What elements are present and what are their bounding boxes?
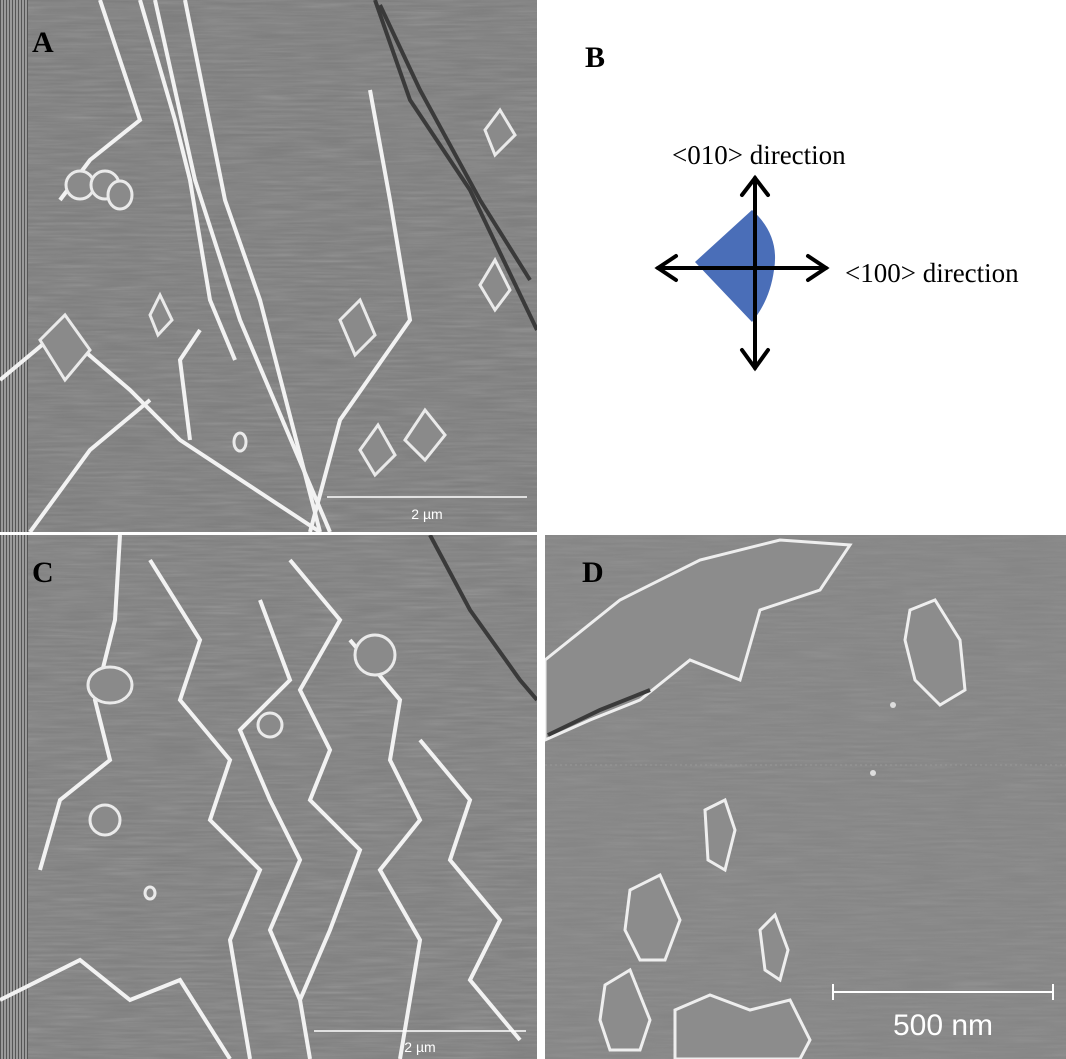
figure: 2 µm A <010> direction <100> direction B — [0, 0, 1066, 1059]
panel-d-image — [545, 535, 1066, 1059]
panel-label: C — [32, 556, 54, 589]
panel-c-image — [0, 535, 537, 1059]
panel-label: A — [32, 26, 54, 59]
scale-bar-label: 2 µm — [411, 506, 442, 522]
direction-label: <010> direction — [672, 140, 846, 170]
scale-bar-label: 2 µm — [404, 1039, 435, 1055]
panel-a-image — [0, 0, 537, 532]
panel-label: B — [585, 41, 605, 74]
direction-diagram: <010> direction <100> direction — [658, 140, 1019, 368]
direction-label: <100> direction — [845, 258, 1019, 288]
scale-bar-label: 500 nm — [893, 1009, 993, 1042]
panel-label: D — [582, 556, 604, 589]
